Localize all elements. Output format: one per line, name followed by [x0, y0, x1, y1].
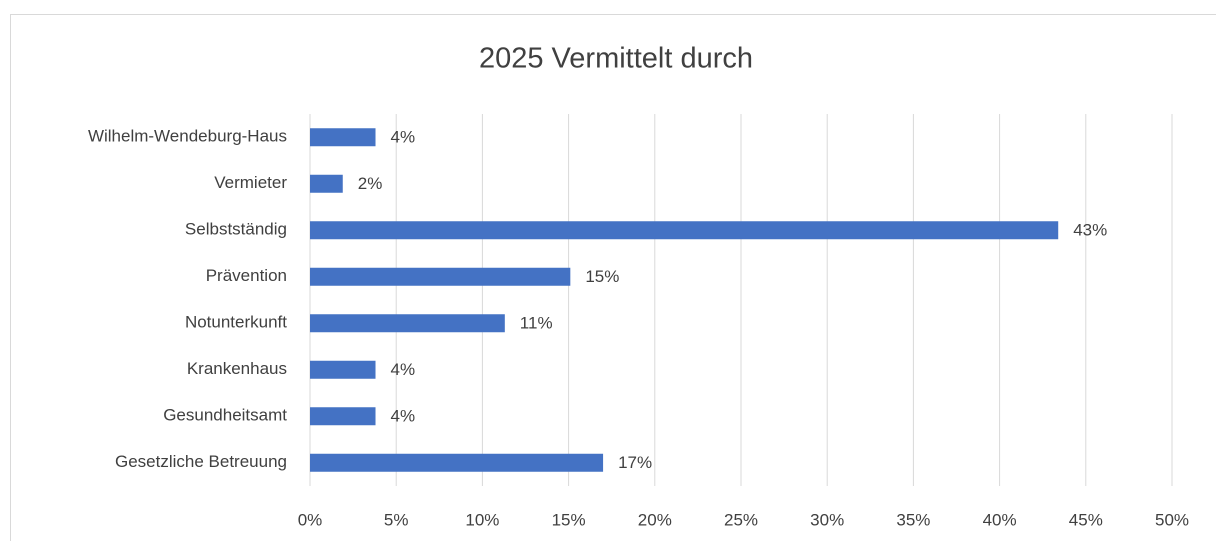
bar	[310, 453, 604, 472]
y-tick-label: Gesundheitsamt	[163, 406, 287, 425]
y-tick-label: Notunterkunft	[185, 313, 287, 332]
data-label: 4%	[391, 128, 416, 147]
bar	[310, 267, 571, 286]
y-tick-label: Krankenhaus	[187, 359, 287, 378]
y-tick-label: Wilhelm-Wendeburg-Haus	[88, 127, 287, 146]
bar	[310, 174, 343, 193]
data-label: 11%	[520, 314, 553, 333]
bar	[310, 128, 376, 147]
bar	[310, 407, 376, 426]
x-tick-label: 20%	[638, 510, 672, 529]
bar	[310, 314, 505, 333]
x-tick-label: 15%	[552, 510, 586, 529]
data-label: 15%	[585, 267, 619, 286]
bar	[310, 360, 376, 379]
data-label: 2%	[358, 174, 383, 193]
x-tick-label: 10%	[465, 510, 499, 529]
x-tick-label: 50%	[1155, 510, 1189, 529]
data-label: 43%	[1073, 221, 1107, 240]
data-label: 4%	[391, 407, 416, 426]
y-tick-label: Vermieter	[214, 173, 287, 192]
bar	[310, 221, 1059, 240]
x-tick-label: 40%	[983, 510, 1017, 529]
chart-title: 2025 Vermittelt durch	[479, 43, 753, 75]
y-tick-label: Gesetzliche Betreuung	[115, 452, 287, 471]
x-tick-label: 0%	[298, 510, 323, 529]
x-tick-label: 45%	[1069, 510, 1103, 529]
data-label: 4%	[391, 360, 416, 379]
x-tick-label: 5%	[384, 510, 409, 529]
x-tick-label: 30%	[810, 510, 844, 529]
y-tick-label: Prävention	[206, 266, 287, 285]
chart-border	[10, 14, 1216, 541]
x-tick-label: 35%	[896, 510, 930, 529]
data-label: 17%	[618, 453, 652, 472]
y-tick-label: Selbstständig	[185, 220, 287, 239]
x-tick-label: 25%	[724, 510, 758, 529]
